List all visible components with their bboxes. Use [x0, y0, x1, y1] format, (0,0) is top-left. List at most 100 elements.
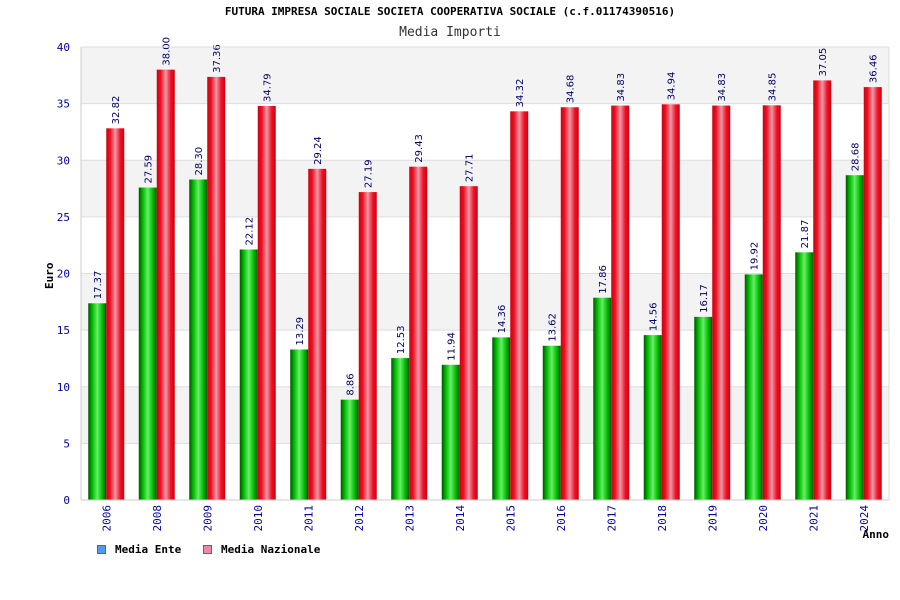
x-tick-label: 2010 — [252, 505, 265, 532]
x-tick-label: 2020 — [757, 505, 770, 532]
bar-media-nazionale-2021 — [813, 80, 832, 500]
data-label-media-nazionale-2015: 34.32 — [515, 79, 526, 108]
data-label-media-nazionale-2009: 37.36 — [212, 44, 223, 73]
bar-media-ente-2018 — [643, 335, 662, 500]
y-axis-title: Euro — [43, 262, 56, 289]
bar-media-ente-2012 — [340, 399, 359, 500]
x-axis-title: Anno — [863, 528, 890, 541]
bar-media-nazionale-2018 — [661, 104, 680, 500]
bar-media-nazionale-2019 — [712, 105, 731, 501]
bar-media-ente-2011 — [290, 349, 309, 500]
x-tick-label: 2015 — [504, 505, 517, 532]
data-label-media-nazionale-2017: 34.83 — [616, 73, 627, 102]
data-label-media-ente-2010: 22.12 — [245, 217, 256, 246]
x-tick-label: 2012 — [353, 505, 366, 532]
legend-swatch-media-nazionale — [203, 545, 212, 554]
data-label-media-ente-2014: 11.94 — [447, 332, 458, 361]
data-label-media-ente-2019: 16.17 — [699, 284, 710, 313]
x-tick-label: 2021 — [807, 505, 820, 532]
x-tick-label: 2016 — [555, 505, 568, 532]
data-label-media-ente-2020: 19.92 — [750, 242, 761, 271]
bar-media-ente-2020 — [744, 274, 763, 500]
data-label-media-ente-2024: 28.68 — [851, 143, 862, 172]
data-label-media-ente-2015: 14.36 — [497, 305, 508, 334]
bar-media-nazionale-2017 — [611, 105, 630, 501]
y-tick-label: 0 — [63, 494, 70, 507]
bar-media-nazionale-2016 — [560, 107, 579, 501]
x-tick-label: 2013 — [403, 505, 416, 532]
x-tick-label: 2009 — [201, 505, 214, 532]
bar-media-nazionale-2020 — [762, 105, 781, 500]
x-tick-label: 2006 — [100, 505, 113, 532]
y-tick-label: 10 — [57, 381, 70, 394]
y-tick-label: 25 — [57, 211, 70, 224]
bar-media-ente-2006 — [88, 303, 107, 500]
data-label-media-ente-2017: 17.86 — [598, 265, 609, 294]
data-label-media-nazionale-2011: 29.24 — [313, 136, 324, 165]
x-tick-label: 2011 — [302, 505, 315, 532]
y-tick-label: 5 — [63, 437, 70, 450]
bar-media-ente-2014 — [441, 364, 460, 500]
bar-media-ente-2016 — [542, 345, 561, 500]
y-tick-label: 15 — [57, 324, 70, 337]
legend-item-media-ente: Media Ente — [97, 543, 181, 556]
bar-media-ente-2017 — [593, 297, 612, 500]
data-label-media-ente-2021: 21.87 — [800, 220, 811, 249]
data-label-media-nazionale-2018: 34.94 — [667, 72, 678, 101]
data-label-media-ente-2013: 12.53 — [396, 325, 407, 354]
legend-item-media-nazionale: Media Nazionale — [203, 543, 320, 556]
data-label-media-ente-2012: 8.86 — [346, 373, 357, 395]
x-tick-label: 2018 — [656, 505, 669, 532]
bar-media-nazionale-2008 — [156, 69, 175, 501]
data-label-media-nazionale-2024: 36.46 — [869, 54, 880, 83]
data-label-media-nazionale-2006: 32.82 — [111, 96, 122, 125]
data-label-media-nazionale-2016: 34.68 — [566, 75, 577, 104]
chart-subtitle: Media Importi — [399, 25, 501, 40]
bar-media-nazionale-2006 — [106, 128, 125, 500]
y-tick-label: 30 — [57, 154, 70, 167]
x-tick-label: 2019 — [706, 505, 719, 532]
bar-media-nazionale-2013 — [409, 166, 428, 500]
y-tick-label: 20 — [57, 268, 70, 281]
bar-media-nazionale-2015 — [510, 111, 529, 501]
bar-media-nazionale-2024 — [863, 87, 882, 500]
data-label-media-nazionale-2014: 27.71 — [465, 154, 476, 183]
legend-swatch-media-ente — [97, 545, 106, 554]
chart-title: FUTURA IMPRESA SOCIALE SOCIETA COOPERATI… — [224, 5, 676, 18]
bar-media-ente-2013 — [391, 358, 410, 500]
bar-media-nazionale-2011 — [308, 168, 327, 500]
data-label-media-nazionale-2013: 29.43 — [414, 134, 425, 163]
data-label-media-ente-2009: 28.30 — [194, 147, 205, 176]
x-tick-label: 2024 — [858, 505, 871, 532]
legend-label-media-ente: Media Ente — [115, 543, 182, 556]
data-label-media-nazionale-2020: 34.85 — [768, 73, 779, 102]
bar-media-ente-2009 — [189, 179, 208, 500]
x-tick-label: 2017 — [605, 505, 618, 532]
legend-label-media-nazionale: Media Nazionale — [221, 543, 321, 556]
data-label-media-nazionale-2012: 27.19 — [364, 159, 375, 188]
bar-media-nazionale-2010 — [257, 106, 276, 501]
x-tick-label: 2008 — [151, 505, 164, 532]
bar-media-nazionale-2014 — [459, 186, 478, 500]
bar-media-nazionale-2012 — [358, 192, 377, 501]
bar-media-ente-2021 — [795, 252, 814, 500]
bar-media-nazionale-2009 — [207, 76, 226, 500]
data-label-media-ente-2018: 14.56 — [649, 302, 660, 331]
data-label-media-nazionale-2019: 34.83 — [717, 73, 728, 102]
data-label-media-ente-2011: 13.29 — [295, 317, 306, 346]
data-label-media-nazionale-2021: 37.05 — [818, 48, 829, 77]
bar-media-ente-2010 — [239, 249, 258, 500]
data-label-media-nazionale-2010: 34.79 — [263, 73, 274, 102]
data-label-media-ente-2006: 17.37 — [93, 271, 104, 300]
data-label-media-ente-2016: 13.62 — [548, 313, 559, 342]
data-label-media-ente-2008: 27.59 — [144, 155, 155, 184]
x-tick-label: 2014 — [454, 505, 467, 532]
data-label-media-nazionale-2008: 38.00 — [162, 37, 173, 66]
bar-media-ente-2019 — [694, 316, 713, 500]
bar-media-ente-2015 — [492, 337, 511, 500]
y-tick-label: 40 — [57, 41, 70, 54]
bar-media-ente-2008 — [138, 187, 157, 500]
bar-media-ente-2024 — [845, 175, 864, 500]
y-tick-label: 35 — [57, 98, 70, 111]
